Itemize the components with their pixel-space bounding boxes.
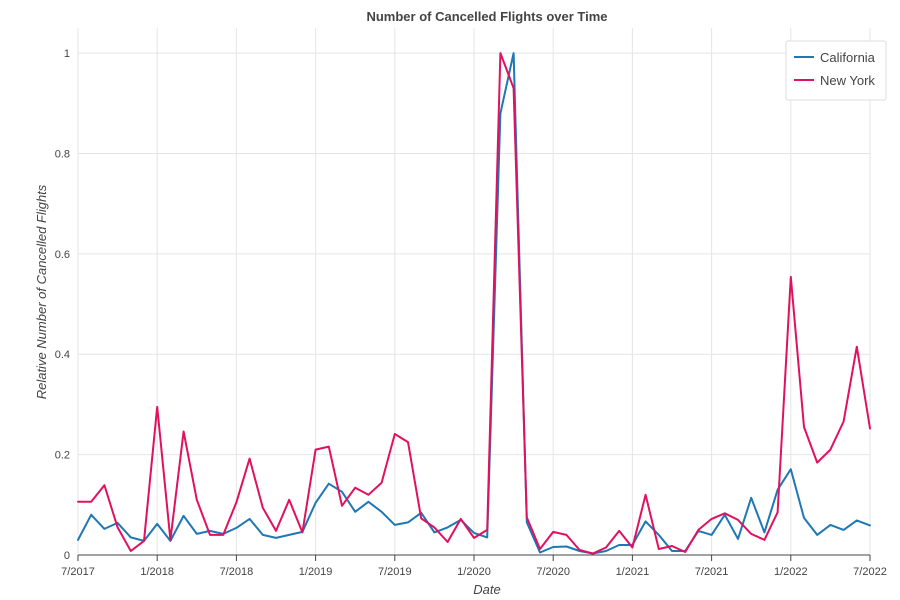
x-ticks: 7/2017 1/2018 7/2018 1/2019 7/2019 1/2020 7/20…: [61, 555, 887, 578]
legend: California New York: [785, 40, 887, 101]
x-tick-label: 7/2018: [220, 566, 254, 578]
x-tick-label: 7/2019: [378, 566, 412, 578]
chart-title: Number of Cancelled Flights over Time: [366, 9, 607, 24]
y-tick-label: 0: [64, 550, 70, 562]
series-line-new-york: [77, 52, 871, 555]
legend-label-new-york: New York: [820, 73, 875, 88]
x-tick-label: 1/2019: [299, 566, 333, 578]
x-axis-label: Date: [473, 582, 500, 597]
x-tick-label: 1/2021: [616, 566, 650, 578]
y-tick-label: 0.2: [55, 450, 70, 462]
y-tick-label: 0.4: [55, 349, 70, 361]
y-axis-label: Relative Number of Cancelled Flights: [34, 184, 49, 399]
y-tick-label: 0.8: [55, 148, 70, 160]
x-tick-label: 7/2020: [536, 566, 570, 578]
legend-label-california: California: [820, 50, 876, 65]
legend-box: [785, 40, 887, 101]
x-tick-label: 7/2017: [61, 566, 95, 578]
x-gridlines: [77, 28, 871, 555]
y-tick-label: 1: [64, 48, 70, 60]
x-tick-label: 1/2018: [140, 566, 174, 578]
x-tick-label: 7/2022: [853, 566, 887, 578]
x-tick-label: 7/2021: [695, 566, 729, 578]
y-ticks: 0 0.2 0.4 0.6 0.8 1: [55, 48, 70, 562]
x-tick-label: 1/2020: [457, 566, 491, 578]
x-tick-label: 1/2022: [774, 566, 808, 578]
y-tick-label: 0.6: [55, 249, 70, 261]
series-layer: [77, 52, 871, 555]
series-line-california: [77, 52, 871, 555]
